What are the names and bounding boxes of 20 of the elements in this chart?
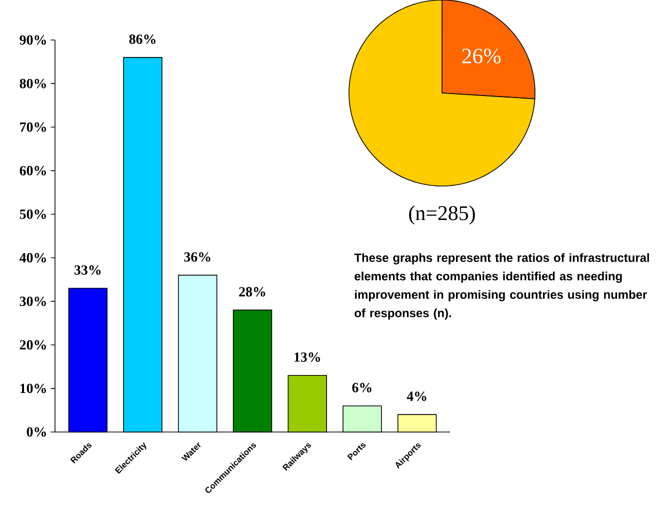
y-tick-label: 90% (20, 35, 46, 45)
data-label: 36% (184, 252, 210, 262)
data-label: 33% (74, 265, 101, 275)
text: (n=285) (409, 206, 475, 224)
data-label: 86% (129, 34, 156, 44)
y-tick-label: 30% (20, 296, 46, 306)
data-label: 13% (294, 352, 320, 362)
y-tick-label: 20% (20, 340, 46, 350)
y-tick-label: 70% (20, 122, 46, 132)
data-label: 6% (352, 382, 372, 392)
data-label: 4% (406, 392, 426, 402)
data-label: 26% (462, 48, 501, 64)
y-tick-label: 50% (20, 209, 46, 219)
y-tick-label: 40% (20, 253, 46, 263)
data-label: 28% (239, 287, 266, 297)
y-tick-label: 60% (20, 166, 46, 176)
y-tick-label: 80% (20, 78, 46, 88)
y-tick-label: 10% (20, 384, 46, 394)
annotation: These graphs represent the ratios of infrastructural elements that companies identified as needing improvement in promising countries using number of responses (n). (354, 253, 649, 320)
y-tick-label: 0% (26, 427, 46, 437)
